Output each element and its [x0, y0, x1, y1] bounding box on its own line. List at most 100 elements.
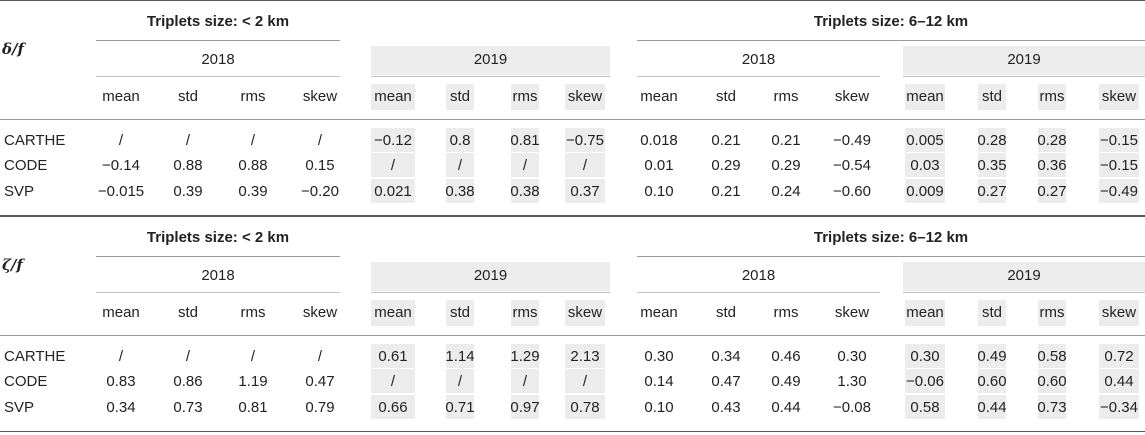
cell-bg — [1099, 179, 1139, 203]
column-header: rms — [1039, 304, 1065, 321]
table-cell: 0.73 — [173, 399, 203, 416]
table-cell: 1.29 — [510, 348, 540, 365]
table-cell: 0.43 — [711, 399, 741, 416]
table-cell: / — [390, 373, 396, 390]
year-rule — [371, 76, 610, 77]
cell-bg — [371, 128, 415, 152]
cell-bg — [905, 153, 945, 177]
group-rule — [96, 40, 340, 41]
table-cell: 0.39 — [238, 183, 268, 200]
year-rule — [903, 76, 1145, 77]
table-cell: −0.08 — [833, 399, 871, 416]
year-band — [903, 262, 1145, 291]
cell-bg — [371, 395, 415, 419]
table-cell: 0.60 — [1037, 373, 1067, 390]
column-header: rms — [773, 304, 799, 321]
group-title: Triplets size: < 2 km — [146, 229, 290, 246]
table-cell: 0.28 — [1037, 132, 1067, 149]
cell-bg — [1038, 395, 1066, 419]
year-rule — [96, 76, 340, 77]
table-cell: 0.01 — [644, 157, 674, 174]
table-cell: 0.36 — [1037, 157, 1067, 174]
column-header: std — [449, 304, 470, 321]
row-label: CODE — [4, 157, 48, 174]
cell-bg — [978, 369, 1006, 393]
column-header: rms — [1039, 88, 1065, 105]
table-cell: 0.39 — [173, 183, 203, 200]
cell-bg — [1038, 153, 1066, 177]
cell-bg — [1038, 369, 1066, 393]
cell-bg — [371, 369, 415, 393]
column-header: skew — [567, 88, 603, 105]
year-label: 2019 — [1007, 51, 1041, 68]
year-label: 2018 — [741, 267, 776, 284]
cell-bg — [1099, 395, 1139, 419]
table-cell: 0.21 — [711, 132, 741, 149]
table-cell: 0.81 — [238, 399, 268, 416]
cell-bg — [905, 344, 945, 368]
column-header: rms — [240, 88, 266, 105]
row-label: CARTHE — [4, 348, 66, 365]
cell-bg — [1038, 179, 1066, 203]
table-cell: / — [250, 132, 256, 149]
table-cell: 0.35 — [977, 157, 1007, 174]
group-rule — [637, 256, 1145, 257]
table-cell: 0.88 — [238, 157, 268, 174]
cell-bg — [511, 128, 539, 152]
column-header: mean — [374, 88, 412, 105]
table-cell: 0.29 — [711, 157, 741, 174]
year-label: 2018 — [741, 51, 776, 68]
table-cell: 0.005 — [906, 132, 944, 149]
table-cell: 0.58 — [910, 399, 940, 416]
row-label: CODE — [4, 373, 48, 390]
cell-bg — [565, 128, 605, 152]
table-cell: 0.66 — [378, 399, 408, 416]
table-cell: 0.021 — [374, 183, 412, 200]
cell-bg — [511, 395, 539, 419]
table-cell: 1.30 — [837, 373, 867, 390]
table-cell: 0.86 — [173, 373, 203, 390]
table-cell: / — [390, 157, 396, 174]
year-label: 2018 — [201, 267, 235, 284]
cell-bg — [446, 153, 474, 177]
group-title: Triplets size: < 2 km — [146, 13, 290, 30]
col-head-bg — [1099, 300, 1139, 326]
cell-bg — [565, 153, 605, 177]
group-title: Triplets size: 6–12 km — [813, 229, 969, 246]
table-cell: 0.34 — [106, 399, 136, 416]
table-cell: 0.47 — [305, 373, 335, 390]
table-cell: / — [317, 132, 323, 149]
table-cell: 0.58 — [1037, 348, 1067, 365]
group-rule — [637, 40, 1145, 41]
variable-label: δ/f — [2, 40, 24, 58]
year-rule — [96, 292, 340, 293]
row-label: SVP — [4, 399, 35, 416]
year-rule — [371, 292, 610, 293]
col-head-bg — [1038, 84, 1066, 110]
column-header: std — [177, 88, 198, 105]
cell-bg — [1099, 128, 1139, 152]
cell-bg — [1038, 128, 1066, 152]
col-head-bg — [905, 84, 945, 110]
table-cell: 0.78 — [570, 399, 600, 416]
column-header: rms — [240, 304, 266, 321]
cell-bg — [371, 179, 415, 203]
column-header: std — [715, 88, 736, 105]
table-cell: −0.54 — [833, 157, 871, 174]
table-cell: 0.79 — [305, 399, 335, 416]
col-head-bg — [371, 300, 415, 326]
cell-bg — [511, 153, 539, 177]
cell-bg — [446, 369, 474, 393]
cell-bg — [978, 344, 1006, 368]
cell-bg — [371, 344, 415, 368]
col-head-bg — [1099, 84, 1139, 110]
table-cell: / — [522, 157, 528, 174]
table-cell: 0.29 — [771, 157, 801, 174]
table-cell: −0.49 — [833, 132, 871, 149]
table-cell: 0.81 — [510, 132, 540, 149]
table-cell: / — [118, 348, 124, 365]
table-cell: 0.34 — [711, 348, 741, 365]
table-cell: 0.73 — [1037, 399, 1067, 416]
table-cell: 0.24 — [771, 183, 801, 200]
table-cell: 0.21 — [711, 183, 741, 200]
